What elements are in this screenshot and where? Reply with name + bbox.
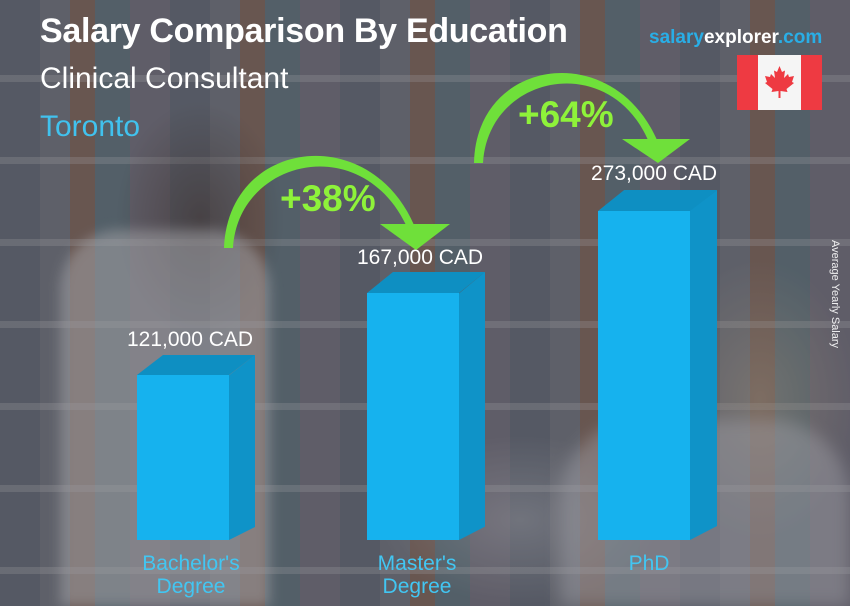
brand-logo[interactable]: salaryexplorer.com	[649, 27, 822, 49]
y-axis-label: Average Yearly Salary	[829, 240, 841, 349]
category-line: PhD	[628, 552, 670, 575]
city-label: Toronto	[40, 110, 141, 143]
brand-part: salary	[649, 27, 704, 48]
bar-masters	[367, 272, 485, 540]
bar-bachelors	[137, 355, 255, 540]
chart-title: Salary Comparison By Education	[40, 12, 568, 50]
arrow-icon	[224, 155, 450, 250]
canada-flag-icon	[737, 55, 822, 110]
brand-part: .com	[777, 27, 823, 48]
category-line: Bachelor's	[142, 552, 240, 575]
bar-value-label: 273,000 CAD	[591, 162, 718, 185]
category-label-phd: PhD	[569, 552, 729, 575]
increase-badge: +64%	[518, 94, 614, 135]
bar-value-label: 121,000 CAD	[127, 328, 254, 351]
arrow-icon	[474, 73, 690, 163]
brand-part: explorer	[703, 27, 778, 48]
bar-value-label: 167,000 CAD	[357, 246, 484, 269]
increase-badge: +38%	[280, 178, 376, 219]
category-label-masters: Master's Degree	[337, 552, 497, 598]
category-label-bachelors: Bachelor's Degree	[111, 552, 271, 598]
bar-phd	[598, 190, 717, 540]
category-line: Degree	[156, 575, 226, 598]
category-line: Degree	[382, 575, 452, 598]
job-title: Clinical Consultant	[40, 62, 289, 95]
category-line: Master's	[377, 552, 457, 575]
